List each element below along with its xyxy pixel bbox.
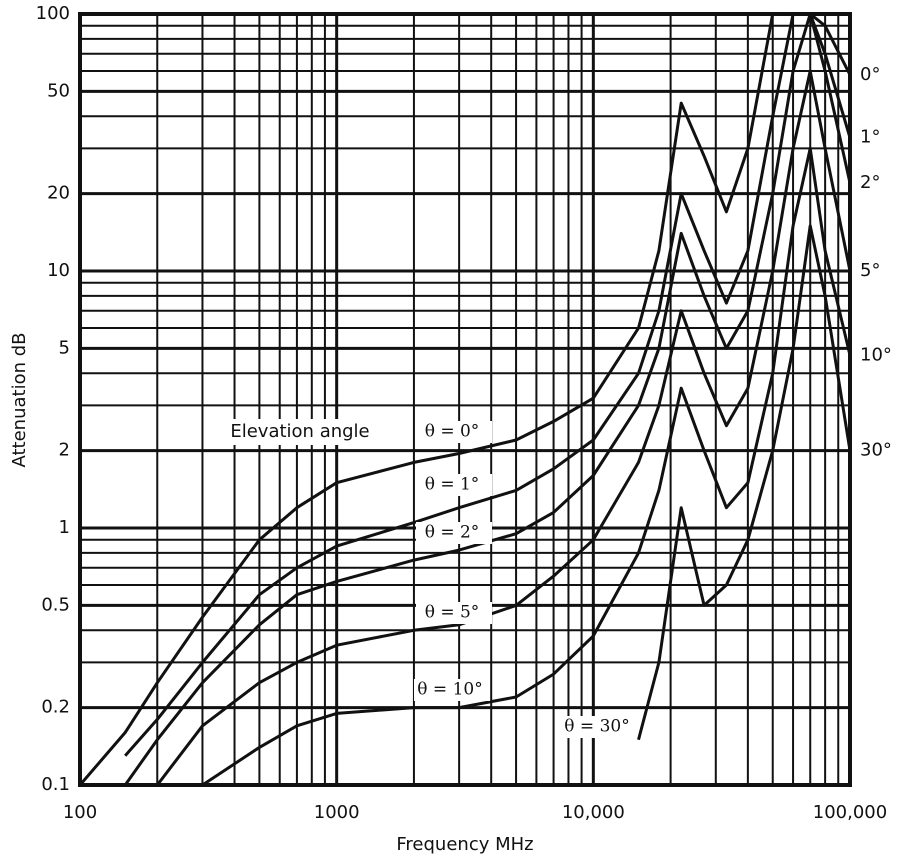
curve xyxy=(124,14,850,757)
y-tick-label: 1 xyxy=(59,517,70,538)
y-tick-label: 0.1 xyxy=(41,774,70,795)
y-tick-label: 2 xyxy=(59,440,70,461)
y-tick-label: 0.2 xyxy=(41,697,70,718)
label-bg xyxy=(416,474,492,496)
curves xyxy=(80,14,850,785)
y-tick-label: 20 xyxy=(47,183,70,204)
end-label: 5° xyxy=(860,260,880,281)
x-tick-label: 1000 xyxy=(314,802,360,823)
y-axis-title: Attenuation dB xyxy=(9,332,30,467)
x-axis-title: Frequency MHz xyxy=(396,834,533,855)
y-tick-label: 100 xyxy=(36,3,70,24)
end-label-bg xyxy=(856,63,900,86)
curve xyxy=(201,146,850,785)
y-tick-label: 0.5 xyxy=(41,594,70,615)
plot-frame xyxy=(78,12,852,787)
curve-label: θ = 10° xyxy=(417,680,482,700)
label-bg xyxy=(414,679,490,701)
end-label-bg xyxy=(856,439,900,462)
label-bg xyxy=(416,522,492,544)
x-tick-label: 10,000 xyxy=(562,802,625,823)
curve xyxy=(156,69,850,785)
curve-label: θ = 1° xyxy=(425,475,480,495)
y-tick-label: 5 xyxy=(59,337,70,358)
annotation-bg xyxy=(205,419,395,445)
curve-label: θ = 5° xyxy=(425,603,480,623)
curve-label: θ = 0° xyxy=(425,422,480,442)
label-bg xyxy=(561,716,637,738)
end-label-bg xyxy=(856,344,900,367)
curve xyxy=(637,224,850,741)
end-label-bg xyxy=(856,171,900,194)
end-label-bg xyxy=(856,126,900,149)
y-tick-label: 10 xyxy=(47,260,70,281)
end-label: 2° xyxy=(860,172,880,193)
end-label-bg xyxy=(856,260,900,282)
label-bg xyxy=(416,421,492,443)
x-tick-label: 100,000 xyxy=(813,802,887,823)
annotation: Elevation angle xyxy=(230,421,369,442)
curve-label: θ = 30° xyxy=(564,717,629,737)
x-tick-label: 100 xyxy=(63,802,97,823)
curve-label: θ = 2° xyxy=(425,523,480,543)
curve xyxy=(80,14,850,785)
end-label: 0° xyxy=(860,64,880,85)
curve xyxy=(123,14,850,785)
end-label: 30° xyxy=(860,440,892,461)
label-bg xyxy=(416,602,492,624)
y-tick-label: 50 xyxy=(47,80,70,101)
end-label: 1° xyxy=(860,127,880,148)
end-label: 10° xyxy=(860,344,892,365)
